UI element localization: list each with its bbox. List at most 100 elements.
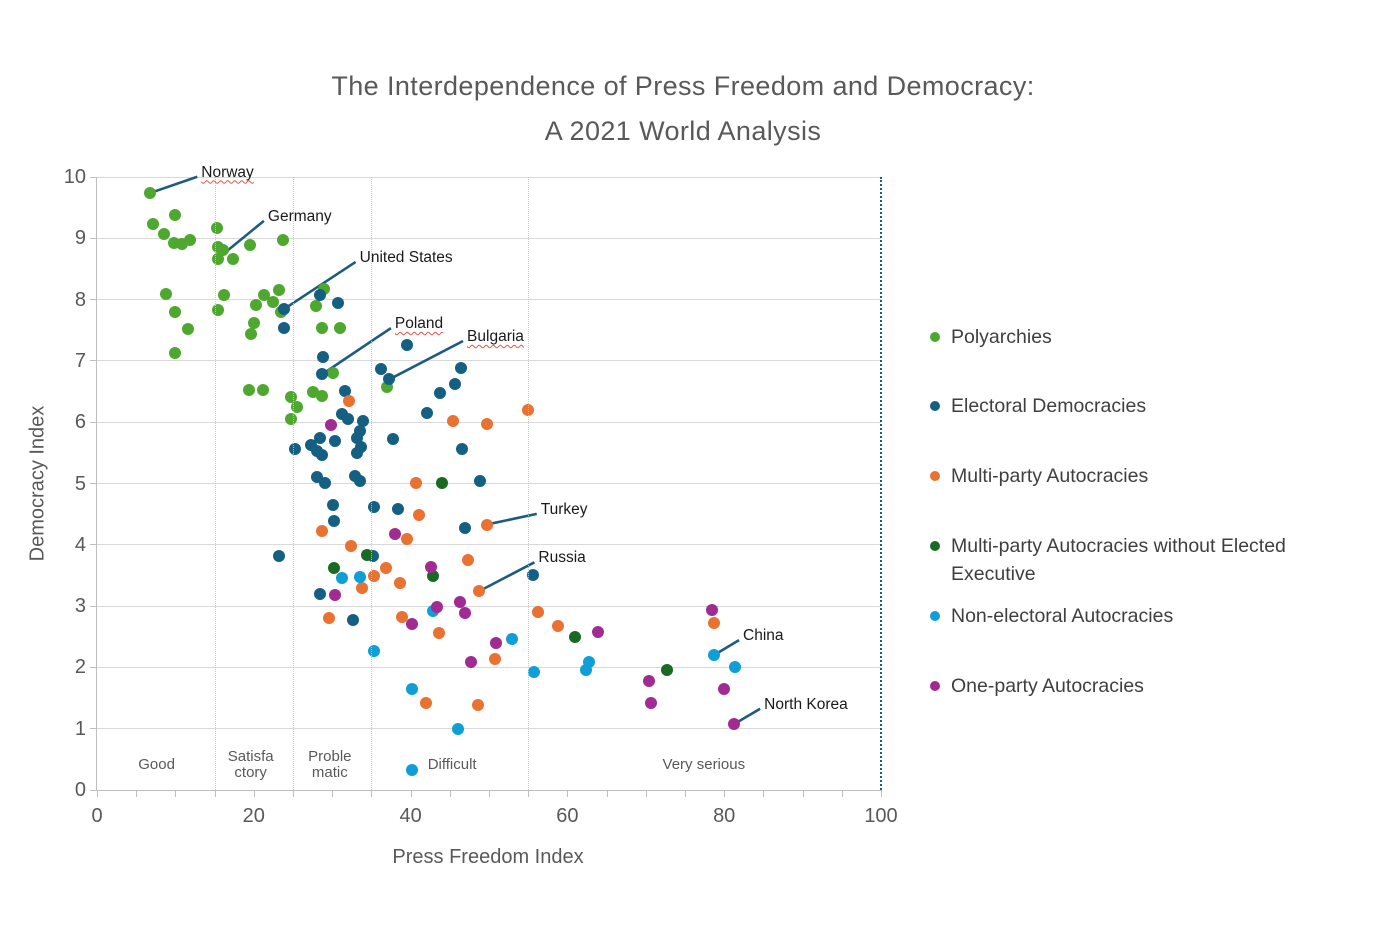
data-point: [718, 683, 731, 696]
data-point: [569, 631, 582, 644]
annotation-label-china: China: [743, 627, 784, 645]
y-axis-tick: [90, 728, 97, 730]
data-point: [406, 682, 419, 695]
annotation-text: Turkey: [540, 500, 588, 518]
data-point: [526, 569, 539, 582]
data-point: [708, 616, 720, 629]
legend-marker-icon: [930, 332, 940, 342]
legend-item-electoral-democracies: Electoral Democracies: [930, 392, 1371, 420]
annotation-label-bulgaria: Bulgaria: [467, 328, 524, 346]
data-point: [454, 362, 467, 375]
chart-title-line1: The Interdependence of Press Freedom and…: [331, 71, 1035, 101]
data-point: [211, 304, 224, 317]
data-point: [459, 521, 472, 534]
x-tick-label: 20: [242, 805, 265, 827]
data-point: [374, 362, 387, 375]
data-point: [401, 338, 414, 351]
data-point: [383, 373, 396, 386]
data-point: [146, 217, 159, 230]
data-point: [354, 475, 367, 488]
data-point: [392, 502, 405, 515]
data-point: [729, 660, 742, 673]
data-point: [367, 570, 380, 583]
data-point: [277, 321, 290, 334]
data-point: [316, 389, 328, 402]
data-point: [329, 434, 342, 447]
data-point: [424, 561, 437, 574]
data-point: [335, 571, 348, 584]
data-point: [316, 322, 328, 335]
gridline-y-8: [97, 299, 881, 301]
data-point: [314, 289, 327, 302]
gridline-y-2: [97, 666, 881, 668]
y-axis-tick: [90, 605, 97, 607]
annotation-text: Russia: [538, 549, 586, 567]
annotation-label-united-states: United States: [360, 249, 453, 267]
x-axis-tick: [293, 790, 294, 797]
gridline-y-4: [97, 544, 881, 546]
x-axis-tick: [410, 790, 412, 797]
annotation-text: North Korea: [764, 695, 848, 713]
data-point: [316, 368, 328, 381]
zone-boundary-line: [371, 177, 373, 790]
data-point: [247, 316, 260, 329]
y-axis-tick: [90, 483, 97, 484]
data-point: [334, 322, 347, 335]
y-axis-tick: [90, 421, 97, 423]
leader-line-norway: [149, 175, 198, 195]
data-point: [387, 433, 400, 446]
data-point: [473, 475, 486, 488]
data-point: [250, 299, 263, 312]
data-point: [345, 540, 358, 553]
data-point: [338, 384, 351, 397]
data-point: [642, 675, 655, 688]
data-point: [393, 576, 406, 589]
legend-marker-icon: [930, 681, 940, 691]
x-axis-tick: [253, 790, 255, 797]
data-point: [379, 562, 392, 575]
data-point: [456, 443, 469, 456]
annotation-label-norway: Norway: [201, 164, 254, 182]
press-freedom-zone-label: Very serious: [662, 756, 746, 774]
data-point: [660, 664, 673, 677]
press-freedom-zone-label: Difficult: [427, 756, 477, 774]
press-freedom-zone-label: Good: [138, 756, 175, 774]
x-axis-tick: [528, 790, 530, 797]
data-point: [243, 384, 256, 397]
data-point: [319, 476, 332, 489]
data-point: [388, 528, 401, 541]
annotation-label-russia: Russia: [538, 549, 585, 567]
data-point: [464, 655, 477, 668]
legend-item-one-party-autocracies: One-party Autocracies: [930, 672, 1371, 700]
y-axis-tick: [90, 237, 97, 239]
x-tick-label: 0: [91, 805, 103, 827]
data-point: [276, 234, 289, 247]
data-point: [727, 718, 740, 731]
y-axis-tick: [90, 544, 97, 546]
data-point: [144, 186, 157, 199]
data-point: [527, 665, 540, 678]
y-tick-label: 10: [63, 166, 86, 188]
data-point: [257, 384, 270, 397]
data-point: [157, 228, 170, 240]
leader-line-poland: [321, 327, 392, 376]
x-axis-tick: [763, 790, 765, 797]
y-tick-label: 4: [74, 533, 86, 556]
y-axis-tick: [90, 299, 97, 301]
data-point: [480, 518, 493, 531]
data-point: [327, 514, 340, 527]
x-axis-tick: [371, 790, 373, 797]
data-point: [289, 442, 302, 455]
data-point: [446, 414, 459, 427]
leader-line-bulgaria: [388, 339, 464, 381]
data-point: [316, 448, 328, 461]
x-axis-tick: [449, 790, 451, 797]
legend-label: Non-electoral Autocracies: [951, 605, 1174, 627]
x-tick-label: 60: [556, 805, 579, 827]
data-point: [355, 581, 368, 594]
annotation-text: Norway: [201, 163, 254, 181]
legend-label: Polyarchies: [951, 326, 1052, 348]
data-point: [449, 377, 462, 390]
y-tick-label: 7: [74, 349, 86, 372]
gridline-y-1: [97, 728, 881, 730]
